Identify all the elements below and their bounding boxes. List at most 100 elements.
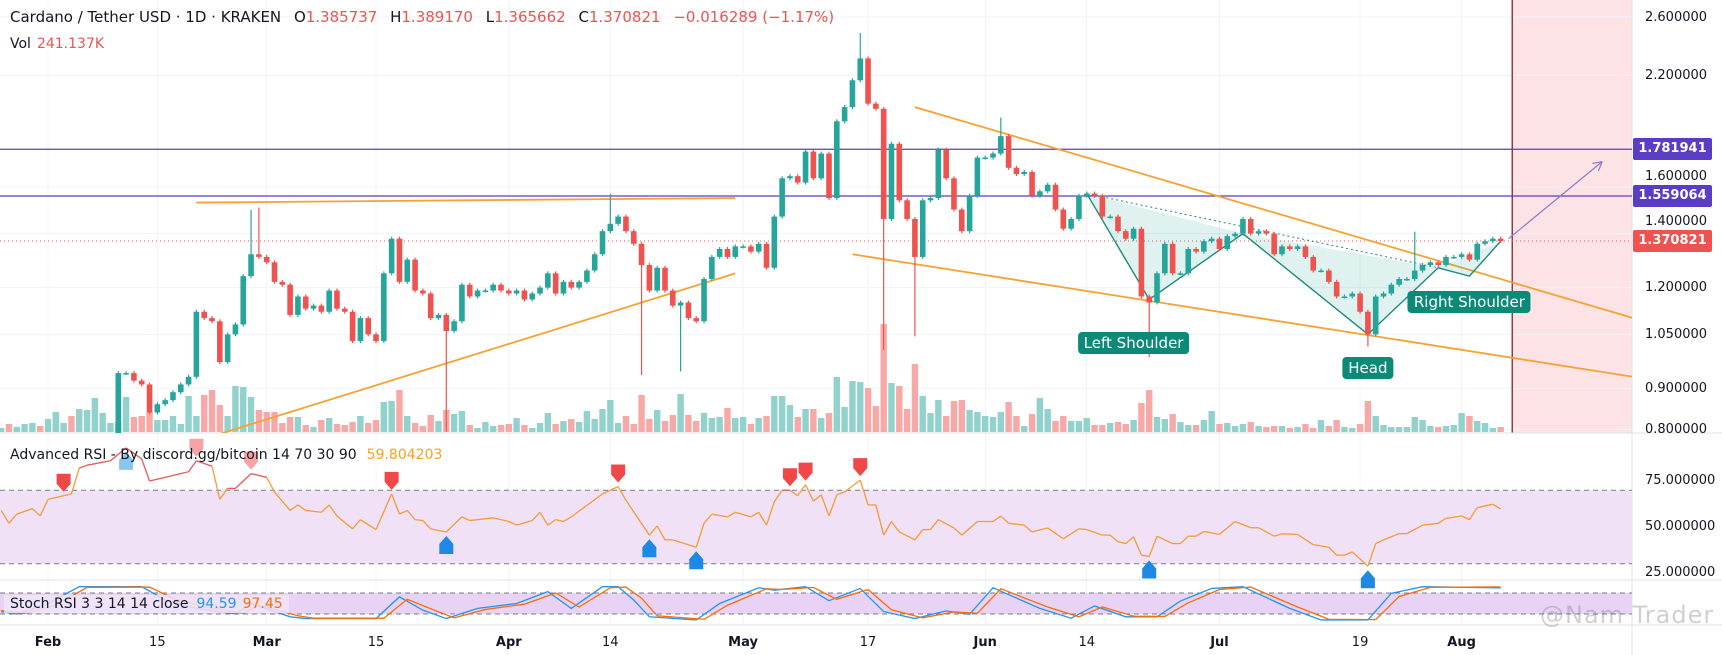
volume-bar [568,419,575,432]
rsi-line-segment [1219,527,1228,535]
candle-body [849,80,856,108]
candle-body [1060,209,1067,229]
rsi-line-segment [211,466,221,500]
pattern-label[interactable]: Head [1342,357,1394,380]
rsi-line-segment [883,521,893,536]
date-axis-label: Mar [252,635,281,650]
rsi-line-segment [930,519,939,530]
volume-bar [201,395,208,432]
candle-body [193,311,200,377]
candle-body [256,254,262,257]
rsi-line-segment [399,509,408,515]
candle-body [185,376,192,385]
volume-bar [864,388,872,432]
volume-bar [130,417,138,432]
price-tag: 1.559064 [1633,184,1712,207]
volume-bar [1403,427,1411,432]
volume-bar [263,412,270,432]
candle-body [490,284,496,291]
volume-bar [247,397,255,432]
candle-body [545,273,551,288]
rsi-line-segment [961,520,978,536]
candle-body [818,153,824,179]
rsi-line-segment [234,473,252,489]
rsi-legend[interactable]: Advanced RSI - By discord.gg/bitcoin 14 … [10,447,442,463]
rsi-line-segment [196,460,213,467]
volume-bar [357,416,364,432]
symbol-title[interactable]: Cardano / Tether USD · 1D · KRAKEN [10,8,282,26]
rsi-line-segment [1023,524,1033,533]
rsi-line-segment [836,491,845,496]
low-value: 1.365662 [494,8,566,26]
volume-bar [76,409,83,432]
candle-body [1201,241,1207,252]
candle-body [357,318,364,342]
candle-body [591,254,598,271]
volume-bar [1247,422,1254,432]
stoch-legend[interactable]: Stoch RSI 3 3 14 14 close 94.59 97.45 [4,595,289,613]
candle-body [607,223,614,232]
candle-body [935,149,942,199]
rsi-line-segment [219,487,229,500]
volume-label: Vol [10,36,31,52]
volume-bar [60,423,67,432]
volume-bar [685,415,692,432]
volume-bar [958,400,965,432]
candle-body [966,195,973,232]
candle-body [365,318,372,335]
candle-body [701,278,707,322]
volume-bar [521,425,528,432]
volume-bar [232,386,239,432]
volume-bar [1075,421,1083,432]
candle-body [630,231,637,244]
buy-signal-marker [689,551,704,570]
candle-body [513,290,520,294]
candle-body [154,404,161,413]
volume-bar [1481,423,1489,432]
rsi-line-segment [1468,507,1478,520]
candle-body [998,136,1004,154]
volume-bar [1466,416,1473,432]
rsi-line-segment [1422,522,1439,526]
pattern-label[interactable]: Right Shoulder [1407,290,1531,313]
candle-body [958,209,965,232]
volume-bar [693,421,700,432]
rsi-line-segment [1406,524,1423,535]
candle-body [1443,256,1449,266]
candle-body [623,216,629,232]
candle-body [927,198,934,201]
candle-body [1208,238,1215,242]
candle-body [654,267,660,291]
volume-bar [677,394,684,432]
volume-bar [544,413,552,432]
candle-body [1451,256,1457,259]
candle-body [177,384,184,393]
sell-signal-marker [244,451,259,470]
volume-bar [661,421,669,432]
volume-bar [669,415,676,432]
volume-bar [450,414,458,432]
trend-line [914,106,1632,319]
volume-bar [771,396,778,432]
rsi-line-segment [656,525,666,541]
candle-body [1263,231,1270,234]
candle-body [505,290,512,294]
candle-body [888,143,895,219]
candle-body [115,373,122,433]
candle-body [1372,296,1379,335]
high-value: 1.389170 [401,8,473,26]
volume-bar [1286,428,1293,432]
candle-body [1247,218,1254,234]
volume-bar [1044,409,1051,432]
candle-body [1380,293,1387,297]
close-label: C [578,8,589,26]
volume-bar [341,425,348,432]
candle-body [646,265,653,291]
volume-bar [1099,425,1106,432]
date-axis-label: 15 [149,635,166,650]
pattern-label[interactable]: Left Shoulder [1077,332,1190,355]
rsi-line-segment [352,519,361,530]
candle-body [1490,238,1496,242]
volume-bar [529,428,536,432]
